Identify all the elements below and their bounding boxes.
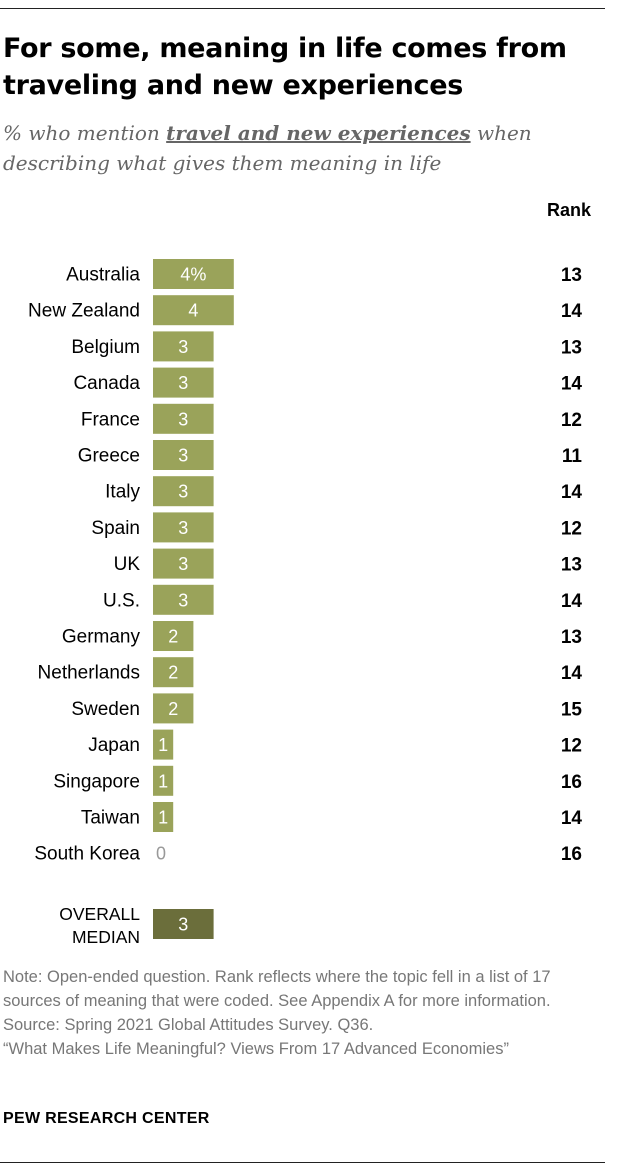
value-label: 1: [158, 735, 168, 755]
note-text: Note: Open-ended question. Rank reflects…: [3, 968, 551, 1010]
value-label: 3: [178, 590, 188, 610]
median-value-label: 3: [178, 915, 188, 935]
bar: [153, 259, 234, 289]
country-label: Sweden: [71, 699, 140, 720]
bar: [153, 693, 194, 724]
country-label: Italy: [105, 482, 140, 503]
bar: [153, 548, 214, 579]
rank-value: 14: [561, 591, 583, 612]
rank-value: 13: [561, 555, 582, 576]
country-label: Canada: [73, 373, 140, 394]
subtitle-suffix: when describing what gives them meaning …: [3, 121, 532, 175]
bar: [153, 331, 214, 362]
rank-value: 14: [561, 663, 583, 684]
rank-value: 15: [561, 699, 583, 720]
rank-value: 13: [561, 627, 582, 648]
value-label: 3: [178, 446, 188, 466]
chart-subtitle: % who mention travel and new experiences…: [3, 118, 603, 178]
value-label: 2: [168, 699, 178, 719]
value-label: 3: [178, 337, 188, 357]
source-text: Source: Spring 2021 Global Attitudes Sur…: [3, 1016, 374, 1034]
bar: [153, 476, 214, 507]
rank-column-header: Rank: [546, 200, 591, 220]
brand-logo-text: PEW RESEARCH CENTER: [3, 1110, 210, 1127]
value-label: 2: [168, 627, 178, 647]
value-label: 3: [178, 518, 188, 538]
rank-value: 14: [561, 808, 583, 829]
rank-value: 11: [562, 446, 583, 467]
rank-value: 16: [561, 844, 582, 865]
rank-value: 12: [561, 518, 582, 539]
country-label: New Zealand: [28, 301, 140, 322]
country-label: Taiwan: [81, 808, 140, 829]
rank-value: 13: [561, 337, 582, 358]
bottom-rule: [0, 1162, 605, 1163]
rank-value: 14: [561, 374, 583, 395]
rank-value: 16: [561, 772, 582, 793]
country-label: Spain: [91, 518, 140, 539]
bar: [153, 584, 214, 615]
chart-title: For some, meaning in life comes from tra…: [3, 33, 567, 101]
bar: [153, 802, 174, 832]
country-label: France: [81, 409, 140, 430]
bar: [153, 295, 234, 326]
value-label: 1: [158, 771, 168, 791]
value-label: 3: [178, 482, 188, 502]
country-label: Singapore: [53, 771, 140, 792]
country-label: U.S.: [103, 590, 140, 611]
bar: [153, 729, 174, 760]
chart-notes: Note: Open-ended question. Rank reflects…: [3, 965, 603, 1061]
subtitle-prefix: % who mention: [3, 121, 167, 145]
median-label-line1: OVERALL: [59, 904, 140, 924]
country-label: Japan: [88, 735, 140, 756]
country-label: Netherlands: [38, 663, 140, 684]
country-label: South Korea: [34, 844, 140, 865]
bar: [153, 765, 174, 796]
bar: [153, 512, 214, 543]
value-label: 2: [168, 663, 178, 683]
bar: [153, 657, 194, 688]
bar: [153, 367, 214, 398]
median-label-line2: MEDIAN: [72, 927, 140, 947]
country-label: UK: [114, 554, 141, 575]
value-label: 3: [178, 373, 188, 393]
bar: [153, 403, 214, 434]
report-title: “What Makes Life Meaningful? Views From …: [3, 1040, 509, 1058]
rank-value: 14: [561, 301, 583, 322]
median-bar: [153, 909, 214, 939]
top-rule: [0, 8, 605, 9]
value-label: 0: [156, 844, 166, 864]
country-label: Greece: [78, 446, 140, 467]
value-label: 3: [178, 554, 188, 574]
rank-value: 12: [561, 410, 582, 431]
rank-value: 14: [561, 482, 583, 503]
rank-value: 12: [561, 736, 582, 757]
value-label: 1: [158, 808, 168, 828]
bar: [153, 621, 194, 651]
bar: [153, 440, 214, 470]
country-label: Australia: [66, 265, 140, 286]
rank-value: 13: [561, 265, 582, 286]
country-label: Belgium: [71, 337, 140, 358]
country-label: Germany: [62, 627, 141, 648]
value-label: 4: [188, 301, 198, 321]
value-label: 3: [178, 409, 188, 429]
value-label: 4%: [180, 265, 206, 285]
subtitle-highlight: travel and new experiences: [166, 121, 471, 145]
